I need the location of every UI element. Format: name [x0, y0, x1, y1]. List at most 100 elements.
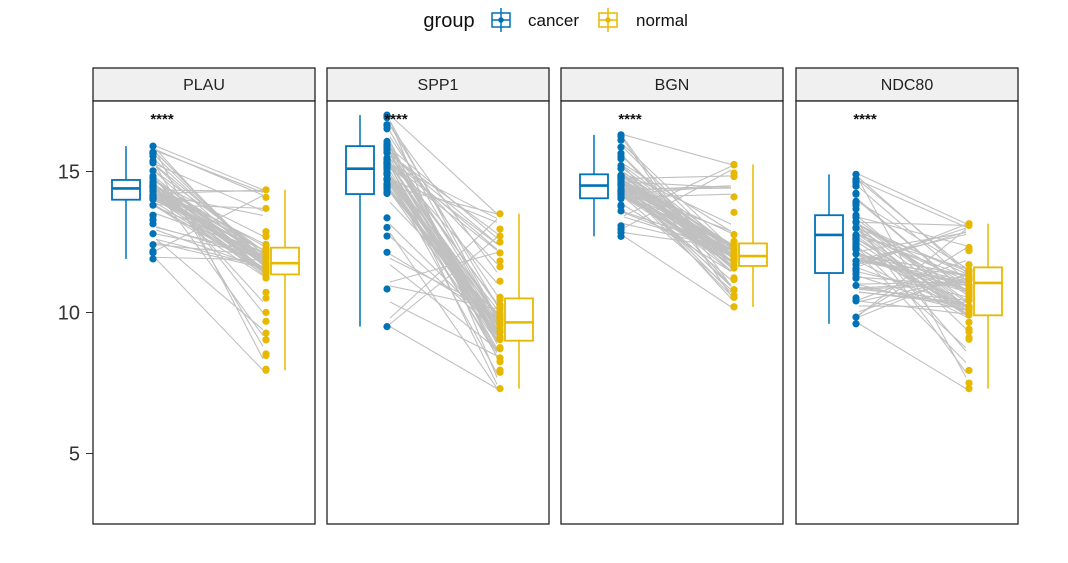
pair-line — [155, 258, 264, 371]
data-point — [149, 159, 157, 167]
pair-line — [389, 154, 498, 234]
significance-label: **** — [853, 111, 877, 128]
paired-lines — [389, 114, 498, 390]
pair-line — [155, 152, 264, 260]
data-point — [965, 318, 973, 326]
box-normal — [973, 223, 1003, 389]
pair-line — [155, 165, 264, 255]
data-point — [262, 317, 270, 325]
data-point — [262, 186, 270, 194]
pair-line — [623, 183, 732, 257]
data-point — [383, 248, 391, 256]
pair-line — [389, 120, 498, 378]
box-normal — [738, 164, 768, 307]
pair-line — [858, 323, 967, 390]
pair-line — [858, 221, 967, 226]
data-point — [730, 291, 738, 300]
data-point — [852, 244, 860, 252]
data-point — [730, 161, 738, 169]
data-point — [496, 263, 504, 271]
data-point — [965, 285, 973, 293]
data-point — [852, 274, 860, 282]
data-point — [149, 241, 157, 249]
pair-line — [389, 166, 498, 349]
data-point — [496, 257, 504, 265]
data-point — [617, 165, 625, 173]
pair-line — [858, 186, 967, 281]
pair-line — [858, 225, 967, 275]
data-point — [383, 323, 391, 331]
pair-line — [858, 271, 967, 298]
box-normal — [270, 189, 300, 371]
data-point — [262, 247, 270, 255]
box-iqr — [814, 214, 844, 274]
pair-line — [155, 194, 264, 251]
data-point — [496, 327, 504, 336]
data-point — [262, 253, 270, 261]
pair-line — [858, 217, 967, 307]
pair-line — [389, 162, 498, 284]
pair-line — [858, 281, 967, 289]
pair-line — [155, 189, 264, 336]
facet-strip-label: PLAU — [183, 77, 225, 94]
data-point — [262, 294, 270, 302]
box-cancer — [111, 146, 141, 259]
data-point — [617, 143, 625, 151]
data-point — [852, 236, 860, 244]
data-point — [149, 142, 157, 150]
pair-line — [155, 171, 264, 251]
points-cancer — [852, 170, 860, 328]
pair-line — [858, 288, 967, 301]
pair-line — [389, 182, 498, 353]
pair-line — [155, 205, 264, 272]
pair-line — [858, 199, 967, 293]
data-point — [383, 214, 391, 222]
facet-panel-ndc80: NDC80**** — [795, 67, 1019, 525]
data-point — [149, 255, 157, 263]
data-point — [730, 169, 738, 177]
pair-line — [155, 178, 264, 314]
pair-line — [623, 165, 732, 247]
data-point — [852, 190, 860, 198]
data-point — [852, 205, 860, 213]
facet-panel-spp1: SPP1 **** — [326, 67, 550, 525]
data-point — [852, 199, 860, 207]
pair-line — [155, 197, 264, 258]
legend-label-cancer: cancer — [528, 11, 579, 30]
pair-line — [623, 180, 732, 263]
data-point — [965, 292, 973, 301]
pair-line — [623, 196, 732, 291]
data-point — [149, 167, 157, 175]
data-point — [149, 216, 157, 224]
box-iqr — [345, 145, 375, 195]
data-point — [496, 343, 504, 352]
pair-line — [623, 134, 732, 165]
data-point — [383, 121, 391, 129]
significance-label: **** — [150, 111, 174, 128]
data-point — [149, 249, 157, 257]
data-point — [496, 358, 504, 366]
data-point — [617, 155, 625, 163]
pair-line — [623, 169, 732, 229]
box-cancer — [579, 134, 609, 237]
pair-line — [858, 284, 967, 311]
pair-line — [858, 291, 967, 306]
data-point — [496, 311, 504, 319]
pair-line — [858, 180, 967, 228]
data-point — [496, 232, 504, 240]
data-point — [617, 174, 625, 182]
data-point — [383, 166, 391, 174]
pair-line — [389, 147, 498, 345]
data-point — [149, 188, 157, 196]
data-point — [262, 262, 270, 271]
pair-line — [155, 189, 264, 251]
pair-line — [858, 179, 967, 378]
box-iqr — [738, 242, 768, 267]
pair-line — [389, 326, 498, 390]
points-normal — [496, 210, 504, 393]
data-point — [383, 182, 391, 190]
y-tick-label: 15 — [58, 162, 80, 184]
data-point — [617, 186, 625, 194]
